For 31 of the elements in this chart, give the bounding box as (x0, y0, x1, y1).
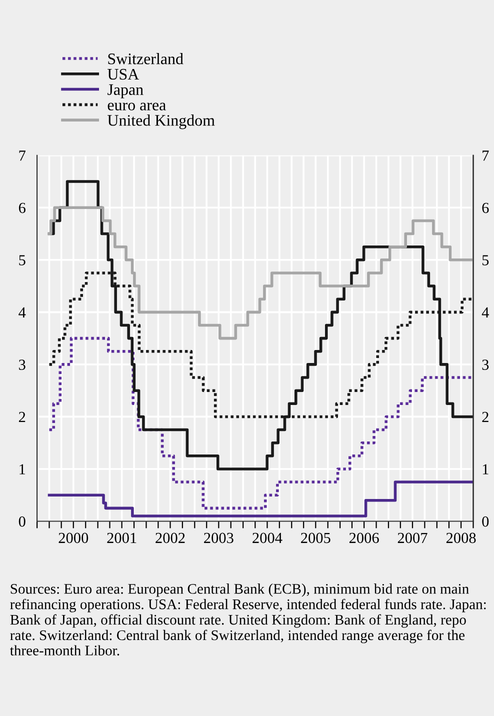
legend-label: Switzerland (108, 53, 184, 64)
y2-tick-label: 3 (482, 360, 489, 370)
y2-tick-label: 1 (482, 464, 488, 474)
x-tick-label: 2006 (349, 532, 379, 544)
x-tick-label: 2003 (204, 532, 234, 544)
legend-label: Japan (108, 84, 144, 98)
y-tick-label: 5 (19, 255, 26, 266)
y-tick-label: 2 (18, 412, 26, 422)
legend-label: euro area (108, 102, 166, 110)
y-tick-label: 0 (18, 516, 26, 527)
y-tick-label: 1 (20, 464, 26, 474)
y2-tick-label: 6 (482, 202, 489, 214)
x-tick-label: 2000 (58, 532, 88, 544)
x-tick-label: 2005 (301, 532, 330, 544)
y-tick-label: 4 (18, 307, 26, 318)
y-tick-label: 7 (19, 150, 26, 161)
y-tick-label: 3 (19, 360, 26, 370)
y2-tick-label: 5 (482, 255, 489, 266)
y-tick-label: 6 (18, 202, 26, 214)
legend-label: USA (108, 68, 140, 80)
x-tick-label: 2001 (107, 532, 136, 544)
source-note: Sources: Euro area: European Central Bank (ECB), minimum bid rate on main refinancing operations. USA: Federal Reserve, intended federal funds rate. Japan: Bank of Japan, official discount rate. United Kingdom: Bank of England, repo rate. Switzerland: Central bank of Switzerland, intended range average for the three-month Libor. (10, 584, 486, 656)
legend-label: United Kingdom (108, 114, 215, 130)
x-tick-label: 2008 (446, 532, 476, 544)
y2-tick-label: 4 (482, 307, 489, 318)
y2-tick-label: 7 (482, 150, 489, 161)
y2-tick-label: 2 (482, 412, 488, 422)
x-tick-label: 2002 (156, 532, 185, 544)
x-tick-label: 2007 (398, 532, 428, 544)
y2-tick-label: 0 (482, 516, 489, 527)
x-tick-label: 2004 (252, 532, 282, 544)
